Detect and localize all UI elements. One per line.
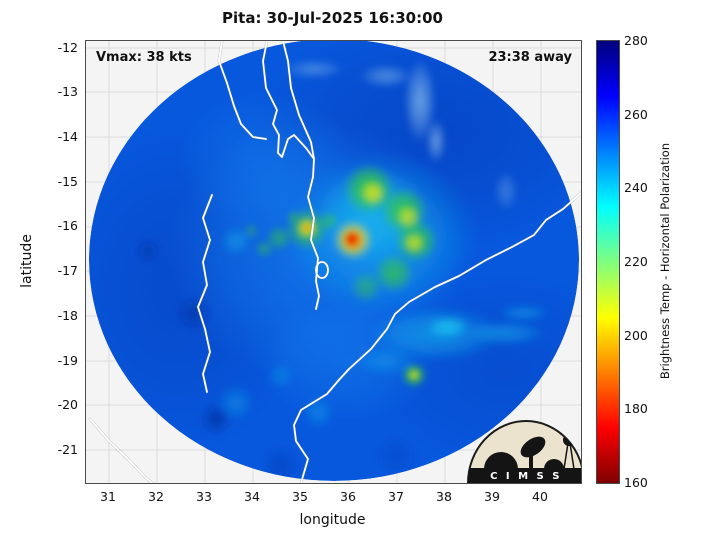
x-tick: 38 xyxy=(436,489,452,504)
x-tick: 31 xyxy=(100,489,116,504)
y-tick: -21 xyxy=(57,442,78,457)
colorbar-tick: 180 xyxy=(624,401,648,416)
colorbar-tick: 240 xyxy=(624,180,648,195)
overpass-annotation: 23:38 away xyxy=(488,50,572,65)
map-plot: C I M S S xyxy=(86,41,581,483)
y-tick: -19 xyxy=(57,353,78,368)
convective-features xyxy=(135,59,550,481)
x-tick: 40 xyxy=(532,489,548,504)
colorbar-tick: 280 xyxy=(624,33,648,48)
x-tick: 32 xyxy=(148,489,164,504)
colorbar xyxy=(596,40,620,484)
x-axis-label: longitude xyxy=(299,512,366,528)
y-tick: -12 xyxy=(57,40,78,55)
colorbar-tick: 260 xyxy=(624,107,648,122)
colorbar-tick: 200 xyxy=(624,328,648,343)
colorbar-tick: 160 xyxy=(624,475,648,490)
figure-title: Pita: 30-Jul-2025 16:30:00 xyxy=(222,9,443,27)
y-tick: -18 xyxy=(57,308,78,323)
y-tick: -16 xyxy=(57,218,78,233)
y-tick: -15 xyxy=(57,174,78,189)
x-tick: 35 xyxy=(292,489,308,504)
cimss-logo-text: C I M S S xyxy=(490,471,562,482)
colorbar-gradient xyxy=(597,41,619,483)
plot-area: C I M S S xyxy=(85,40,582,484)
x-tick: 34 xyxy=(244,489,260,504)
cimss-logo: C I M S S xyxy=(466,420,581,483)
y-tick: -13 xyxy=(57,84,78,99)
colorbar-label: Brightness Temp - Horizontal Polarizatio… xyxy=(658,142,672,380)
x-tick: 37 xyxy=(388,489,404,504)
colorbar-tick: 220 xyxy=(624,254,648,269)
y-tick: -17 xyxy=(57,263,78,278)
x-tick: 33 xyxy=(196,489,212,504)
x-tick: 36 xyxy=(340,489,356,504)
vmax-annotation: Vmax: 38 kts xyxy=(96,50,192,65)
y-tick: -14 xyxy=(57,129,78,144)
x-tick: 39 xyxy=(484,489,500,504)
y-tick: -20 xyxy=(57,397,78,412)
y-axis-label: latitude xyxy=(19,234,35,288)
cimss-logo-dishes-icon xyxy=(484,434,575,470)
